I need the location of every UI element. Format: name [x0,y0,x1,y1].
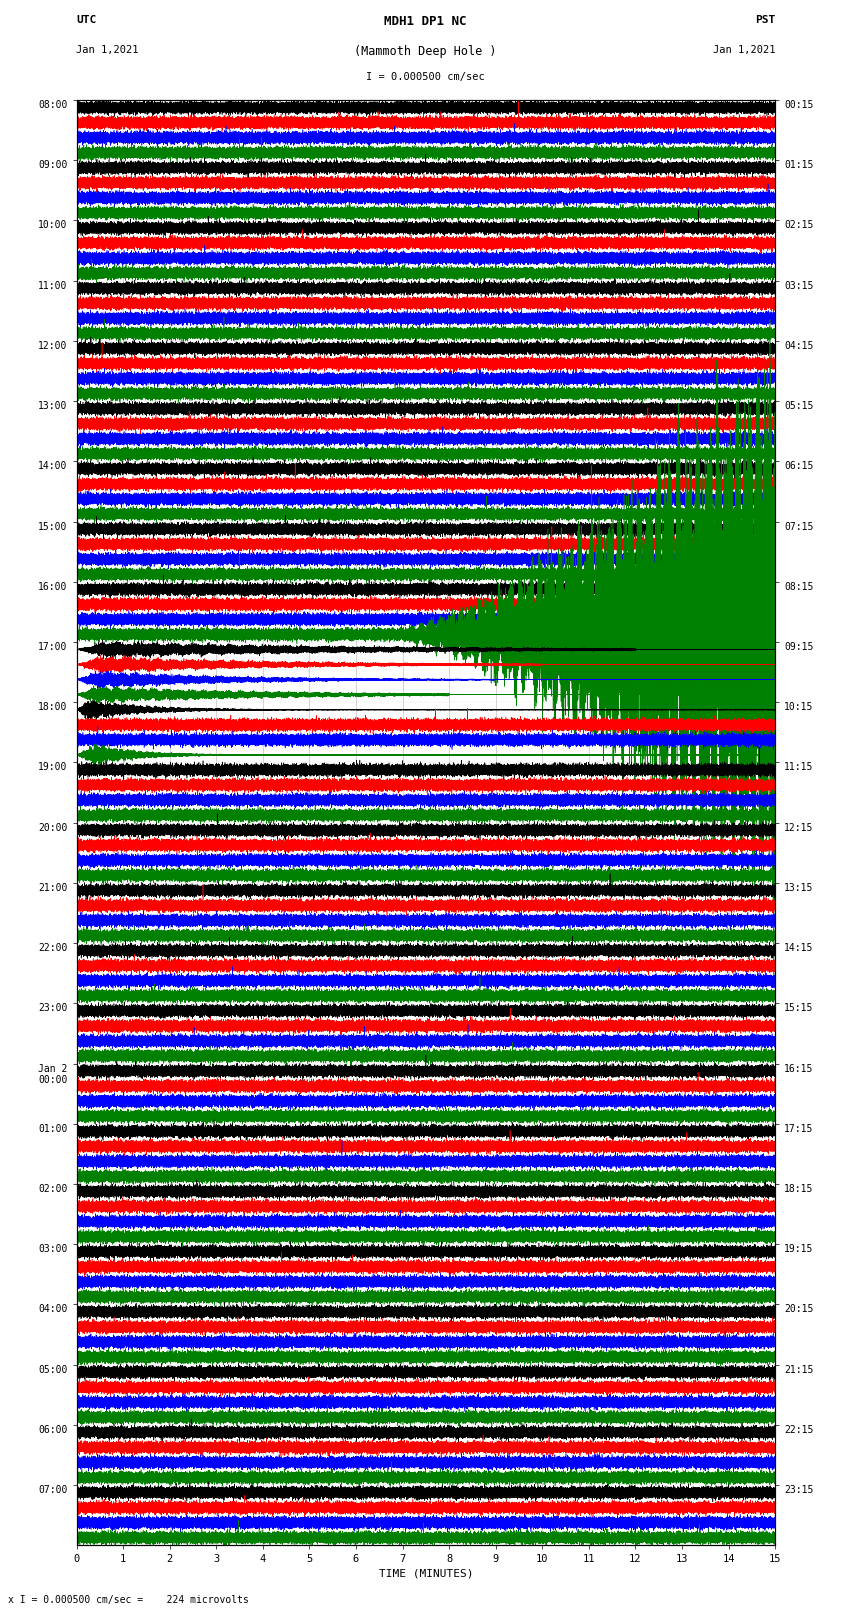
Text: Jan 1,2021: Jan 1,2021 [76,45,139,55]
Text: (Mammoth Deep Hole ): (Mammoth Deep Hole ) [354,45,496,58]
Text: I = 0.000500 cm/sec: I = 0.000500 cm/sec [366,73,484,82]
X-axis label: TIME (MINUTES): TIME (MINUTES) [378,1568,473,1579]
Text: MDH1 DP1 NC: MDH1 DP1 NC [383,15,467,27]
Text: Jan 1,2021: Jan 1,2021 [712,45,775,55]
Text: PST: PST [755,15,775,24]
Text: x I = 0.000500 cm/sec =    224 microvolts: x I = 0.000500 cm/sec = 224 microvolts [8,1595,249,1605]
Text: UTC: UTC [76,15,97,24]
